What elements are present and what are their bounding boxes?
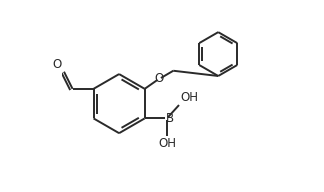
- Text: OH: OH: [158, 137, 176, 150]
- Text: O: O: [154, 72, 164, 85]
- Text: B: B: [166, 112, 174, 125]
- Text: OH: OH: [180, 91, 198, 104]
- Text: O: O: [52, 58, 62, 71]
